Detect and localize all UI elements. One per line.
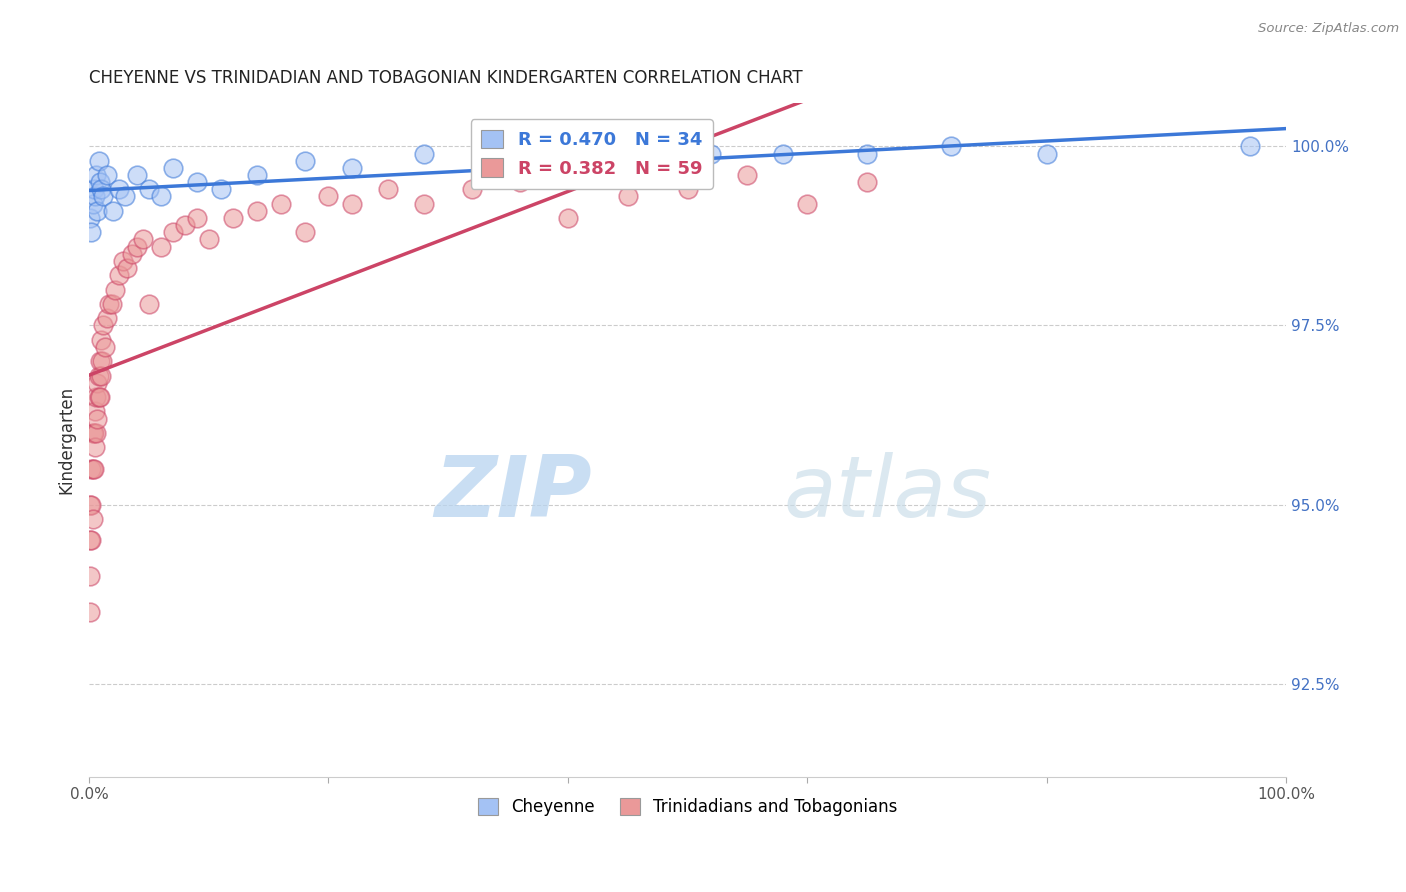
Point [605, 146, 627, 161]
Point [89, 175, 111, 189]
Point [86, 376, 108, 390]
Point [472, 153, 495, 168]
Point [83, 425, 105, 440]
Point [93, 340, 115, 354]
Point [413, 146, 436, 161]
Point [246, 168, 269, 182]
Point [342, 161, 364, 175]
Text: CHEYENNE VS TRINIDADIAN AND TOBAGONIAN KINDERGARTEN CORRELATION CHART: CHEYENNE VS TRINIDADIAN AND TOBAGONIAN K… [89, 69, 803, 87]
Point [676, 182, 699, 196]
Point [117, 261, 139, 276]
Y-axis label: Kindergarten: Kindergarten [58, 386, 75, 494]
Point [93, 189, 115, 203]
Legend: Cheyenne, Trinidadians and Tobagonians: Cheyenne, Trinidadians and Tobagonians [471, 791, 904, 822]
Text: atlas: atlas [783, 452, 991, 535]
Point [79, 211, 101, 225]
Point [101, 297, 124, 311]
Point [83, 462, 105, 476]
Point [90, 368, 112, 383]
Point [96, 311, 118, 326]
Point [413, 196, 436, 211]
Point [209, 182, 232, 196]
Point [125, 168, 148, 182]
Point [84, 189, 107, 203]
Point [86, 203, 108, 218]
Point [79, 533, 101, 548]
Point [149, 240, 172, 254]
Point [186, 175, 208, 189]
Point [82, 425, 104, 440]
Point [700, 146, 723, 161]
Point [939, 139, 962, 153]
Point [101, 203, 124, 218]
Point [856, 175, 879, 189]
Point [96, 168, 118, 182]
Point [80, 533, 103, 548]
Point [557, 211, 579, 225]
Point [173, 218, 195, 232]
Point [108, 182, 131, 196]
Point [79, 569, 101, 583]
Point [87, 390, 110, 404]
Point [1035, 146, 1057, 161]
Point [149, 189, 172, 203]
Text: Source: ZipAtlas.com: Source: ZipAtlas.com [1258, 22, 1399, 36]
Point [125, 240, 148, 254]
Point [79, 605, 101, 619]
Point [84, 168, 107, 182]
Point [138, 297, 160, 311]
Text: ZIP: ZIP [434, 452, 592, 535]
Point [82, 462, 104, 476]
Point [80, 462, 103, 476]
Point [84, 425, 107, 440]
Point [83, 182, 105, 196]
Point [162, 161, 184, 175]
Point [87, 368, 110, 383]
Point [108, 268, 131, 283]
Point [98, 297, 121, 311]
Point [796, 196, 818, 211]
Point [82, 196, 104, 211]
Point [87, 153, 110, 168]
Point [104, 283, 127, 297]
Point [222, 211, 245, 225]
Point [162, 225, 184, 239]
Point [90, 333, 112, 347]
Point [246, 203, 269, 218]
Point [80, 225, 103, 239]
Point [318, 189, 340, 203]
Point [772, 146, 794, 161]
Point [121, 247, 143, 261]
Point [186, 211, 208, 225]
Point [86, 411, 108, 425]
Point [90, 182, 112, 196]
Point [79, 498, 101, 512]
Point [114, 189, 136, 203]
Point [138, 182, 160, 196]
Point [342, 196, 364, 211]
Point [294, 225, 316, 239]
Point [270, 196, 292, 211]
Point [84, 390, 107, 404]
Point [509, 175, 531, 189]
Point [111, 254, 134, 268]
Point [616, 189, 638, 203]
Point [737, 168, 759, 182]
Point [84, 440, 107, 454]
Point [80, 498, 103, 512]
Point [856, 146, 879, 161]
Point [377, 182, 399, 196]
Point [132, 232, 155, 246]
Point [461, 182, 484, 196]
Point [197, 232, 219, 246]
Point [294, 153, 316, 168]
Point [89, 390, 111, 404]
Point [82, 512, 104, 526]
Point [1239, 139, 1261, 153]
Point [91, 354, 114, 368]
Point [93, 318, 115, 333]
Point [533, 146, 555, 161]
Point [84, 404, 107, 418]
Point [89, 354, 111, 368]
